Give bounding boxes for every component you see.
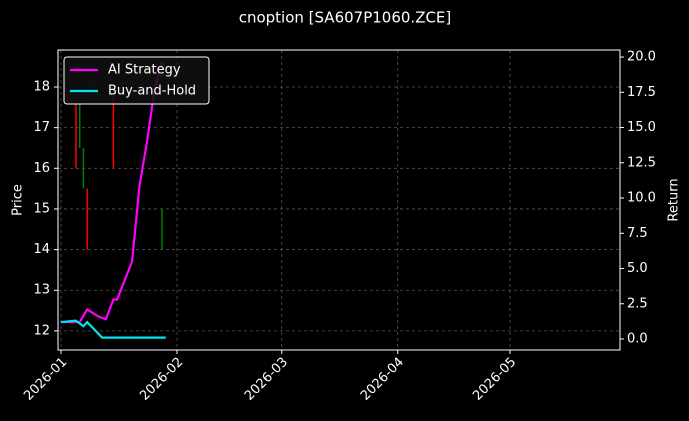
y-tick-label: 14 xyxy=(33,242,50,257)
y-tick-label: 12 xyxy=(33,323,50,338)
x-tick-label: 2026-04 xyxy=(358,355,407,404)
y-tick-label: 15 xyxy=(33,201,50,216)
y2-tick-label: 2.5 xyxy=(627,296,648,311)
y2-tick-label: 0.0 xyxy=(627,332,648,347)
legend-box xyxy=(63,56,210,105)
y2-tick-label: 12.5 xyxy=(627,155,656,170)
y-tick-label: 17 xyxy=(33,120,50,135)
y2-tick-label: 7.5 xyxy=(627,226,648,241)
legend-label: AI Strategy xyxy=(108,63,181,78)
y2-tick-label: 17.5 xyxy=(627,85,656,100)
y2-tick-label: 5.0 xyxy=(627,261,648,276)
plot-frame xyxy=(57,49,621,351)
y2-tick-label: 10.0 xyxy=(627,191,656,206)
y2-tick-label: 15.0 xyxy=(627,120,656,135)
x-tick-label: 2026-05 xyxy=(470,355,519,404)
x-tick-label: 2026-02 xyxy=(137,355,186,404)
y-tick-label: 13 xyxy=(33,283,50,298)
y-tick-label: 18 xyxy=(33,79,50,94)
series-line xyxy=(60,319,166,339)
y2-axis-label: Return xyxy=(667,178,682,221)
y-tick-label: 16 xyxy=(33,161,50,176)
y2-tick-label: 20.0 xyxy=(627,50,656,65)
legend-label: Buy-and-Hold xyxy=(108,84,196,99)
x-tick-label: 2026-03 xyxy=(242,355,291,404)
chart-title: cnoption [SA607P1060.ZCE] xyxy=(239,9,452,27)
y-axis-label: Price xyxy=(11,184,26,216)
x-tick-label: 2026-01 xyxy=(21,355,70,404)
series-line xyxy=(60,62,164,324)
